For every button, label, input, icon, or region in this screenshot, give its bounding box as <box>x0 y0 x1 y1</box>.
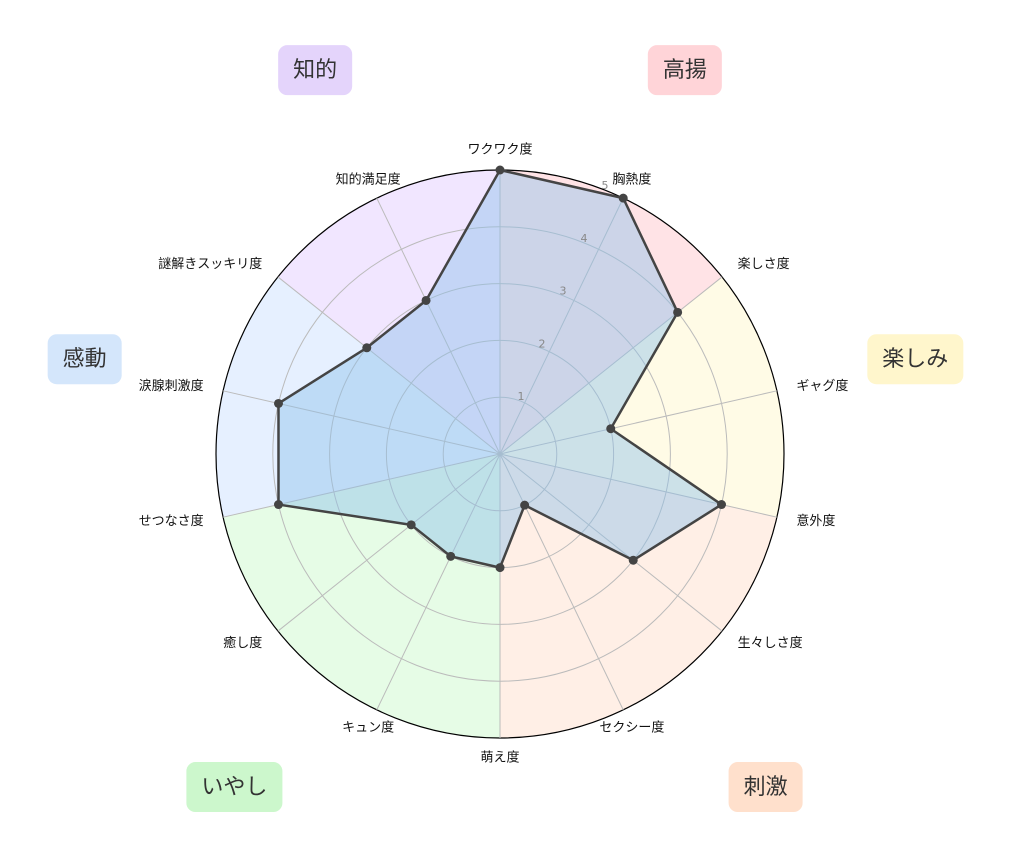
spoke <box>499 390 777 455</box>
category-label: 意外度 <box>796 513 835 529</box>
category-label: キュン度 <box>342 719 394 735</box>
group-label: 刺激 <box>744 775 788 800</box>
group-label: 感動 <box>63 347 107 372</box>
spoke <box>499 453 624 711</box>
spoke <box>223 390 501 455</box>
category-label: 楽しさ度 <box>738 256 790 272</box>
data-point <box>495 563 505 573</box>
category-label: ワクワク度 <box>467 142 532 158</box>
data-point <box>618 193 628 203</box>
group-label: 高揚 <box>663 58 707 83</box>
group-label: 知的 <box>293 58 337 83</box>
spoke <box>376 453 501 711</box>
r-tick-label: 2 <box>539 337 546 350</box>
category-label: 生々しさ度 <box>738 635 803 651</box>
group-wedge <box>500 276 785 518</box>
data-point <box>520 500 530 510</box>
spoke <box>376 197 501 455</box>
group-wedge <box>223 454 500 738</box>
group-label-box <box>647 45 722 96</box>
category-label: 涙腺刺激度 <box>139 378 204 394</box>
category-label: 知的満足度 <box>336 172 401 188</box>
data-point <box>606 424 616 434</box>
category-label: 癒し度 <box>223 635 262 651</box>
data-point <box>717 500 727 510</box>
r-tick-label: 1 <box>518 390 525 403</box>
category-label: 謎解きスッキリ度 <box>158 256 262 272</box>
spoke <box>223 453 501 518</box>
category-label: セクシー度 <box>599 719 664 735</box>
data-point <box>362 343 372 353</box>
category-label: 胸熱度 <box>612 172 651 188</box>
data-point <box>273 398 283 408</box>
category-label: ギャグ度 <box>796 378 848 394</box>
r-tick-label: 3 <box>560 285 567 298</box>
spoke <box>499 276 723 455</box>
spoke <box>499 453 777 518</box>
data-point <box>628 555 638 565</box>
group-label-box <box>278 45 353 96</box>
group-wedge <box>500 454 777 738</box>
data-point <box>421 295 431 305</box>
group-label: 楽しみ <box>882 347 948 372</box>
group-label-box <box>47 334 122 385</box>
r-tick-label: 5 <box>602 179 609 192</box>
group-label-box <box>867 334 964 385</box>
spoke <box>277 453 501 632</box>
data-point <box>273 500 283 510</box>
group-wedge <box>216 276 500 518</box>
group-label: いやし <box>201 775 267 800</box>
data-point <box>446 551 456 561</box>
category-label: せつなさ度 <box>139 513 204 529</box>
category-label: 萌え度 <box>480 750 519 766</box>
spoke <box>499 197 624 455</box>
group-wedge <box>277 170 500 454</box>
spoke <box>277 276 501 455</box>
group-label-box <box>186 762 283 813</box>
data-point <box>406 520 416 530</box>
group-wedge <box>500 170 723 454</box>
data-point <box>673 307 683 317</box>
spoke <box>499 453 723 632</box>
group-label-box <box>728 762 803 813</box>
data-point <box>495 165 505 175</box>
r-tick-label: 4 <box>581 232 588 245</box>
